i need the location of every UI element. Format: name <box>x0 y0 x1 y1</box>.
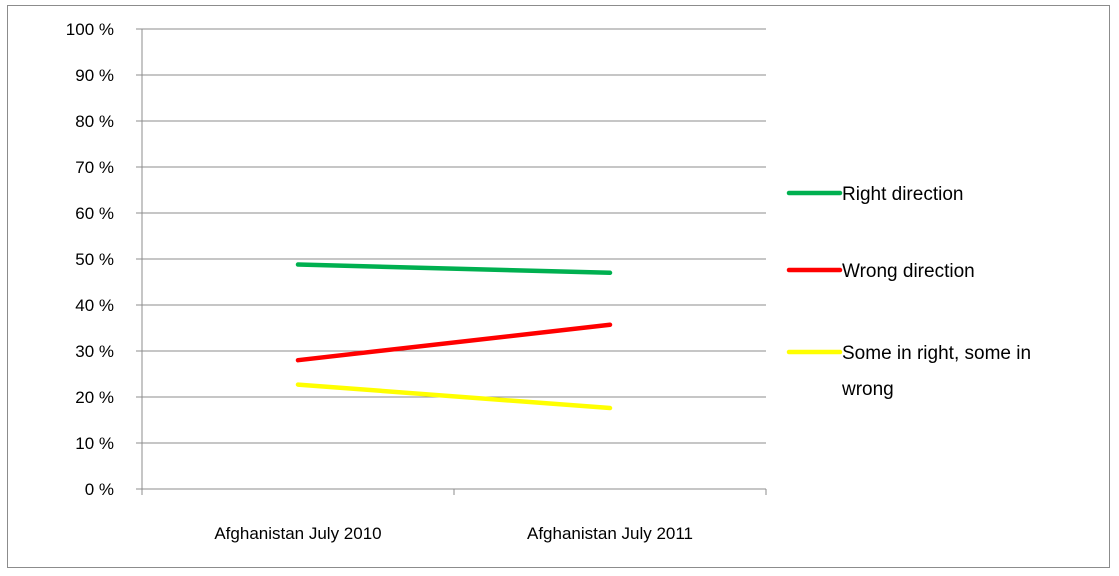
y-tick-label: 60 % <box>75 204 114 223</box>
legend: Right direction Wrong direction Some in ri… <box>786 184 1031 400</box>
y-tick-label: 50 % <box>75 250 114 269</box>
gridlines <box>142 28 766 444</box>
series-lines <box>295 262 613 411</box>
x-tick-label: Afghanistan July 2011 <box>527 524 693 543</box>
series-line-1 <box>295 262 613 276</box>
axes <box>136 28 767 495</box>
y-tick-label: 30 % <box>75 342 114 361</box>
y-tick-label: 0 % <box>85 480 114 499</box>
y-tick-label: 80 % <box>75 112 114 131</box>
y-tick-label: 40 % <box>75 296 114 315</box>
legend-label: Right direction <box>842 184 963 205</box>
x-axis-tick-labels: Afghanistan July 2010 Afghanistan July 20… <box>214 524 693 543</box>
legend-label: Some in right, some in <box>842 343 1031 364</box>
y-tick-label: 10 % <box>75 434 114 453</box>
series-line-3 <box>295 382 613 411</box>
legend-label: Wrong direction <box>842 261 975 282</box>
y-axis-tick-labels: 0 % 10 % 20 % 30 % 40 % 50 % 60 % 70 % 80 % 90 % 1… <box>66 20 114 499</box>
y-tick-label: 90 % <box>75 66 114 85</box>
y-tick-label: 70 % <box>75 158 114 177</box>
chart-frame <box>7 5 1110 568</box>
y-tick-label: 20 % <box>75 388 114 407</box>
series-line-2 <box>295 322 613 363</box>
y-tick-label: 100 % <box>66 20 114 39</box>
x-tick-label: Afghanistan July 2010 <box>214 524 381 543</box>
legend-label: wrong <box>841 379 894 400</box>
